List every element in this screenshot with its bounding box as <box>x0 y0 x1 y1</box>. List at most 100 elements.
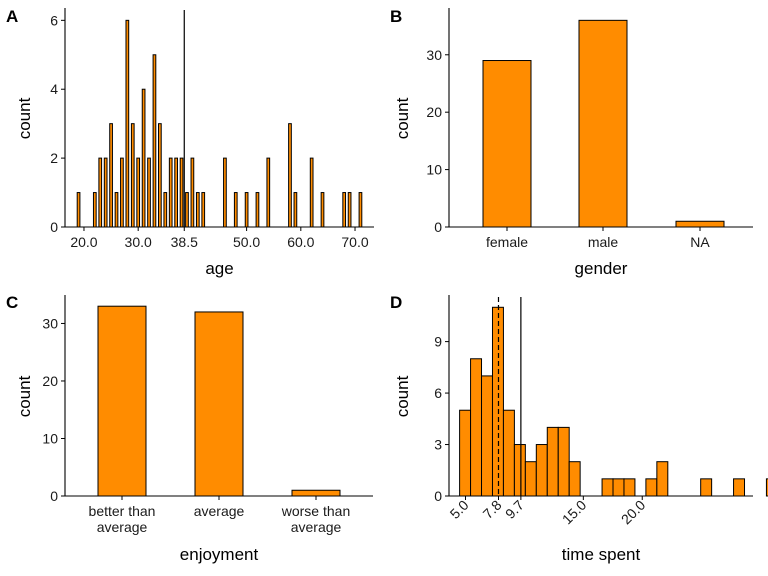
age-bar <box>179 157 184 228</box>
y-axis-title: count <box>393 375 412 417</box>
time-bin-bar <box>546 426 559 497</box>
x-tick-label: 5.0 <box>447 497 472 522</box>
x-tick-label: 38.5 <box>171 234 198 250</box>
panel-b-label: B <box>390 7 402 26</box>
category-bar <box>291 489 341 497</box>
x-tick-label: 30.0 <box>125 234 152 250</box>
age-bar <box>125 19 130 228</box>
x-tick-label: 9.7 <box>502 497 527 522</box>
y-tick-label: 6 <box>50 12 58 28</box>
age-bar <box>130 123 135 228</box>
y-tick-label: 20 <box>42 373 58 389</box>
x-tick-label: 7.8 <box>480 497 505 522</box>
x-tick-label: female <box>486 234 528 250</box>
y-tick-label: 30 <box>426 47 442 63</box>
panel-a-label: A <box>6 7 18 26</box>
time-bin-bar <box>524 461 537 497</box>
x-tick-label: better than average <box>89 503 156 535</box>
age-bar <box>244 192 249 228</box>
age-bar <box>141 88 146 228</box>
age-bar <box>114 192 119 228</box>
y-tick-label: 30 <box>42 315 58 331</box>
time-bin-bar <box>557 426 570 497</box>
age-bar <box>358 192 363 228</box>
age-bar <box>158 123 162 228</box>
x-axis-title: age <box>205 259 233 278</box>
panel-d-time-spent-histogram: 0 3 6 9 count time spent 5.0 7.89.7 15.0 20.0 <box>393 295 768 564</box>
x-tick-label-line-0: male <box>588 234 619 250</box>
age-bar <box>76 192 81 228</box>
x-tick-label-line-0: better than <box>89 503 156 519</box>
age-bar <box>147 157 151 228</box>
time-bin-bar <box>481 375 493 497</box>
x-tick-label: 70.0 <box>341 234 368 250</box>
x-tick-label: NA <box>690 234 710 250</box>
y-tick-label: 10 <box>42 430 58 446</box>
time-bin-bar <box>502 409 515 497</box>
y-tick-label: 0 <box>434 488 442 504</box>
x-tick-label: 20.0 <box>618 497 649 528</box>
y-tick-label: 0 <box>50 488 58 504</box>
x-tick-label-line-1: average <box>97 519 148 535</box>
y-tick-label: 10 <box>426 162 442 178</box>
x-tick-label: 20.0 <box>70 234 97 250</box>
y-tick-label: 2 <box>50 150 58 166</box>
age-bar <box>233 192 238 228</box>
x-axis-title: gender <box>575 259 628 278</box>
age-bar <box>120 157 124 228</box>
time-bin-bar <box>612 478 625 497</box>
time-bin-bar <box>568 461 581 497</box>
y-axis-title: count <box>15 375 34 417</box>
category-bar <box>97 305 147 497</box>
y-axis-title: count <box>393 97 412 139</box>
age-bar <box>163 192 168 228</box>
x-tick-label: 15.0 <box>559 497 590 528</box>
time-bin-bar <box>700 478 713 497</box>
y-tick-label: 9 <box>434 334 442 350</box>
category-bar <box>675 220 725 228</box>
category-bar <box>578 19 628 228</box>
x-tick-label-line-0: average <box>194 503 245 519</box>
time-bin-bar <box>623 478 636 497</box>
time-bin-bar <box>459 409 472 497</box>
y-tick-label: 0 <box>50 219 58 235</box>
x-axis-title: enjoyment <box>180 545 259 564</box>
time-bin-bar <box>513 444 526 497</box>
age-bar <box>152 54 157 228</box>
x-tick-label: worse than average <box>281 503 350 535</box>
category-bar <box>194 311 244 497</box>
age-bar <box>190 157 195 228</box>
x-tick-label: average <box>194 503 245 519</box>
y-tick-label: 3 <box>434 437 442 453</box>
x-tick-label-line-0: NA <box>690 234 710 250</box>
age-bar <box>92 192 97 228</box>
x-tick-label-line-1: average <box>291 519 342 535</box>
category-bar <box>482 60 532 228</box>
age-bar <box>255 192 260 228</box>
x-tick-label: 50.0 <box>233 234 260 250</box>
panel-a-age-histogram: 0 2 4 6 count age 20.0 30.0 38.5 50.0 60.0 70.0 <box>15 8 374 278</box>
age-bar <box>98 157 103 228</box>
age-bar <box>195 192 200 228</box>
time-bin-bar <box>535 444 548 497</box>
x-tick-label: male <box>588 234 619 250</box>
y-tick-label: 6 <box>434 385 442 401</box>
y-axis-title: count <box>15 97 34 139</box>
y-tick-label: 4 <box>50 81 58 97</box>
panel-c-label: C <box>6 293 18 312</box>
age-bar <box>347 192 352 228</box>
y-tick-label: 20 <box>426 104 442 120</box>
age-bar <box>342 192 347 228</box>
age-bar <box>309 157 314 228</box>
time-bin-bar <box>656 461 669 497</box>
age-bar <box>201 192 206 228</box>
x-tick-label-line-0: female <box>486 234 528 250</box>
time-bin-bar <box>645 478 658 497</box>
age-bar <box>174 157 178 228</box>
x-tick-label-line-0: worse than <box>281 503 350 519</box>
age-bar <box>136 157 141 228</box>
age-bar <box>168 157 173 228</box>
panel-d-label: D <box>390 293 402 312</box>
age-bar <box>288 123 292 228</box>
